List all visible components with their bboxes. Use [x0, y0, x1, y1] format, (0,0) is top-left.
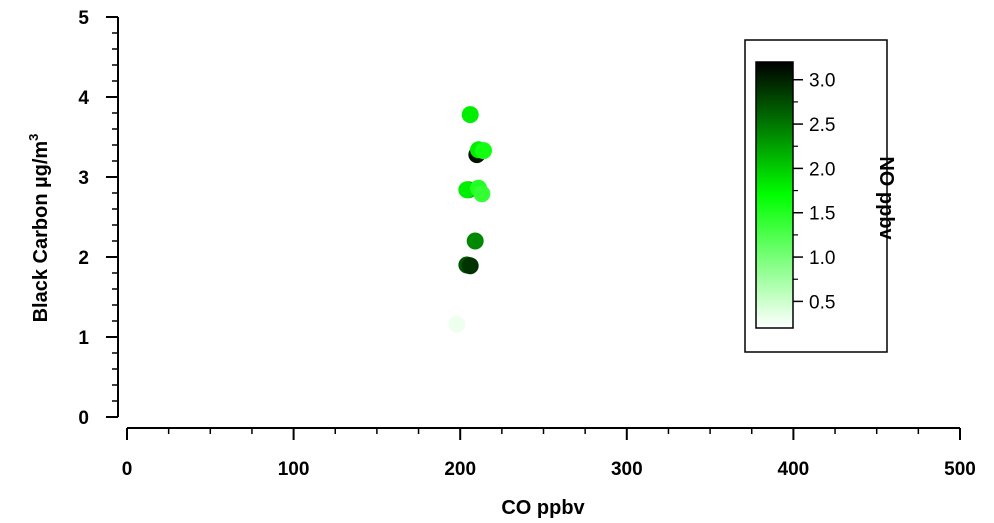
colorbar-tick-label: 2.5	[809, 115, 835, 136]
colorbar-tick-label: 0.5	[809, 292, 835, 313]
colorbar-tick-label: 1.5	[809, 204, 835, 225]
x-axis-title: CO ppbv	[501, 497, 585, 519]
data-point	[466, 232, 484, 250]
y-tick-label: 5	[78, 8, 89, 29]
x-tick-label: 100	[278, 459, 310, 480]
y-tick-label: 4	[78, 88, 89, 109]
data-point	[475, 142, 493, 160]
x-tick-label: 0	[122, 459, 133, 480]
colorbar-gradient	[755, 61, 794, 329]
data-point	[461, 257, 479, 275]
data-point	[461, 106, 479, 124]
colorbar-tick-label: 2.0	[809, 159, 835, 180]
y-tick-label: 2	[78, 248, 89, 269]
x-tick-label: 400	[778, 459, 810, 480]
colorbar-ticks: 0.5 1.0 1.5 2.0 2.5 3.0	[793, 71, 835, 313]
y-axis-title: Black Carbon µg/m3	[26, 134, 52, 323]
colorbar-title: NO ppbv	[875, 156, 897, 240]
y-tick-label: 1	[78, 328, 89, 349]
data-point	[448, 315, 466, 333]
y-axis-title-text: Black Carbon µg/m	[30, 141, 52, 323]
colorbar-legend: 0.5 1.0 1.5 2.0 2.5 3.0 NO ppbv	[744, 39, 897, 353]
data-point	[473, 185, 491, 203]
x-tick-label: 200	[444, 459, 476, 480]
x-tick-label: 300	[611, 459, 643, 480]
x-axis-ticks: 0 100 200 300 400 500	[122, 428, 976, 480]
data-points	[448, 106, 493, 333]
y-axis-ticks: 0 1 2 3 4 5	[78, 8, 118, 429]
y-tick-label: 3	[78, 168, 89, 189]
y-tick-label: 0	[78, 408, 89, 429]
colorbar-tick-label: 1.0	[809, 248, 835, 269]
y-axis-title-superscript: 3	[26, 134, 41, 141]
colorbar-tick-label: 3.0	[809, 71, 835, 92]
x-tick-label: 500	[944, 459, 976, 480]
